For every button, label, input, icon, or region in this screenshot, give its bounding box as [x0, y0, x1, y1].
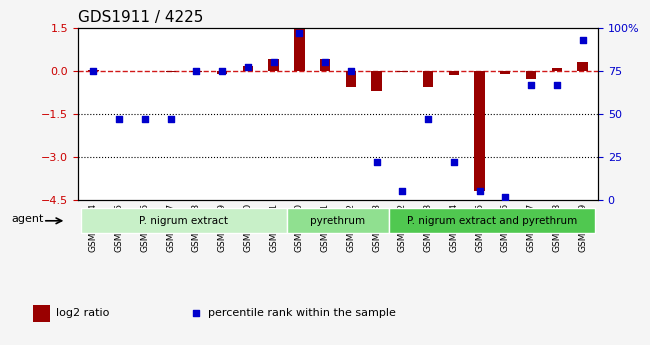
Bar [371, 71, 382, 91]
Point [88, 68, 99, 73]
Bar [423, 71, 434, 87]
Bar [346, 71, 356, 87]
Point [346, 68, 356, 73]
Point [166, 116, 176, 122]
Point [320, 59, 330, 65]
FancyBboxPatch shape [287, 208, 389, 233]
Point [114, 116, 124, 122]
Bar [166, 71, 176, 72]
Bar [32, 305, 50, 322]
Point [140, 116, 150, 122]
FancyBboxPatch shape [389, 208, 595, 233]
Point [217, 68, 228, 73]
Text: percentile rank within the sample: percentile rank within the sample [208, 308, 396, 318]
Point [371, 159, 382, 165]
Bar [474, 71, 485, 191]
Bar [552, 68, 562, 71]
Bar [320, 59, 330, 71]
Point [526, 82, 536, 87]
Point [474, 189, 485, 194]
Bar [577, 62, 588, 71]
Bar [217, 71, 228, 73]
Point [191, 68, 202, 73]
Point [577, 37, 588, 42]
Point [500, 194, 510, 199]
Text: pyrethrum: pyrethrum [311, 216, 365, 226]
Bar [526, 71, 536, 79]
Point [294, 30, 305, 36]
Point [423, 116, 434, 122]
Bar [268, 59, 279, 71]
Point [448, 159, 459, 165]
Text: P. nigrum extract: P. nigrum extract [139, 216, 228, 226]
Bar [191, 71, 202, 72]
Point [268, 59, 279, 65]
Bar [397, 71, 408, 72]
Text: log2 ratio: log2 ratio [56, 308, 109, 318]
Bar [294, 28, 305, 71]
Bar [500, 71, 510, 73]
Bar [448, 71, 459, 75]
Text: GDS1911 / 4225: GDS1911 / 4225 [78, 10, 203, 25]
Text: agent: agent [12, 215, 44, 224]
FancyBboxPatch shape [81, 208, 287, 233]
Point [242, 65, 253, 70]
Bar [88, 70, 99, 71]
Point [397, 189, 408, 194]
Bar [242, 66, 253, 71]
Text: P. nigrum extract and pyrethrum: P. nigrum extract and pyrethrum [408, 216, 578, 226]
Point [552, 82, 562, 87]
